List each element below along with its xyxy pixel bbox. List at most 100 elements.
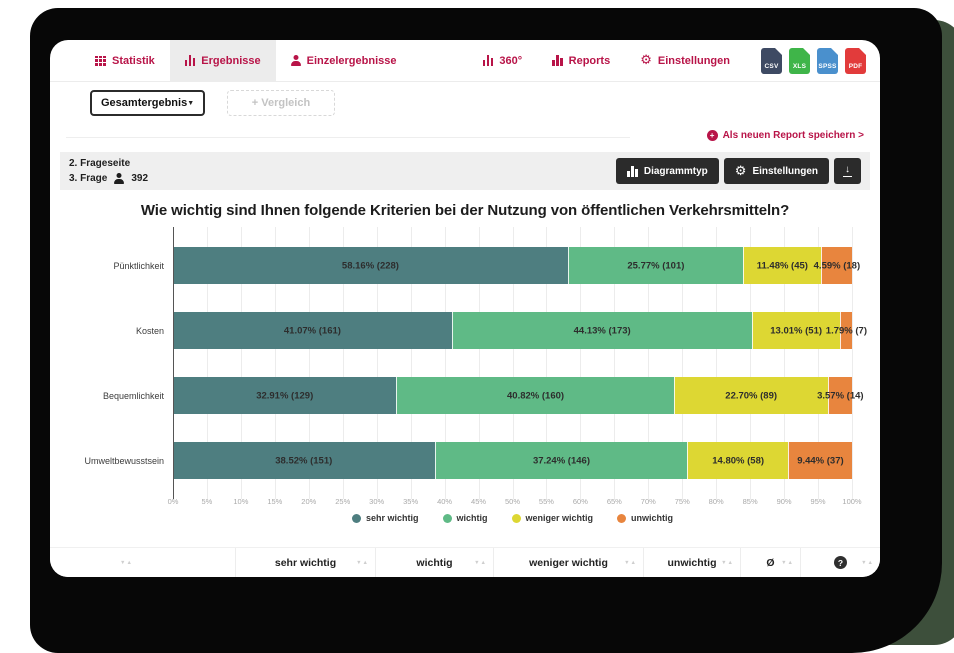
grid-line [478, 227, 480, 499]
x-tick-label: 0% [167, 497, 179, 506]
category-label: Kosten [135, 325, 164, 336]
bar-segment-sehr-wichtig: 38.52% (151) [173, 442, 435, 479]
bar-chart-icon [627, 165, 638, 177]
segment-value-label: 58.16% (228) [341, 260, 399, 271]
file-type-label: PDF [848, 62, 863, 70]
tab-label: Ergebnisse [201, 54, 261, 67]
compare-button[interactable]: + Vergleich [227, 90, 335, 116]
x-tick-label: 10% [233, 497, 249, 506]
results-table-header: ▼▲ sehr wichtig ▼▲ wichtig ▼▲ weniger wichtig… [50, 547, 880, 577]
save-report-link[interactable]: + Als neuen Report speichern > [706, 130, 864, 141]
export-xls-icon[interactable]: XLS [789, 47, 810, 74]
nav-tabs: Statistik Ergebnisse Einzelergebnisse [80, 40, 411, 81]
tab-statistik[interactable]: Statistik [80, 40, 170, 81]
question-info: 2. Frageseite 3. Frage 392 [69, 156, 148, 186]
sort-arrows-icon[interactable]: ▼▲ [120, 559, 133, 566]
bar-segment-wichtig: 25.77% (101) [567, 247, 743, 284]
category-label: Umweltbewusstsein [84, 455, 164, 466]
x-tick-label: 35% [403, 497, 419, 506]
x-tick-label: 90% [776, 497, 792, 506]
tab-einzelergebnisse[interactable]: Einzelergebnisse [276, 40, 412, 81]
nav-right-items: 360° Reports ⚙ Einstellungen [468, 54, 745, 67]
segment-value-label: 44.13% (173) [573, 325, 631, 336]
bar-segment-sehr-wichtig: 32.91% (129) [173, 377, 397, 414]
chart-config-buttons: Diagrammtyp ⚙ Einstellungen [616, 158, 829, 184]
chart-x-axis: 0% 5% 10% 15% 20% 25% 30% 35% 40% 45% 50% 55% 60% 65%… [168, 493, 862, 509]
legend-dot-icon [511, 513, 521, 523]
sort-arrows-icon[interactable]: ▼▲ [781, 559, 794, 566]
button-label: Diagrammtyp [643, 165, 708, 177]
x-tick-label: 45% [471, 497, 487, 506]
legend-label: unwichtig [631, 513, 674, 523]
column-label: wichtig [416, 556, 453, 569]
grid-line [614, 227, 616, 499]
bar-segment-unwichtig: 9.44% (37) [787, 442, 852, 479]
x-tick-label: 85% [742, 497, 758, 506]
grid-line [274, 227, 276, 499]
sort-arrows-icon[interactable]: ▼▲ [356, 559, 369, 566]
save-report-label: Als neuen Report speichern > [722, 130, 864, 141]
segment-value-label: 22.70% (89) [725, 390, 778, 401]
column-label: weniger wichtig [529, 556, 608, 569]
grid-line [206, 227, 208, 499]
nav-right: 360° Reports ⚙ Einstellungen CSV XLS SPSS PDF [468, 40, 880, 81]
sort-arrows-icon[interactable]: ▼▲ [624, 559, 637, 566]
respondent-count: 392 [131, 173, 149, 184]
stacked-bar-chart: Pünktlichkeit 58.16% (228) 25.77% (101) 11.… [84, 227, 867, 523]
chevron-down-icon: ▼ [187, 99, 195, 107]
grid-line [512, 227, 514, 499]
x-tick-label: 50% [504, 497, 521, 506]
category-label: Pünktlichkeit [113, 260, 164, 271]
button-label: Einstellungen [752, 165, 818, 177]
grid-line [648, 227, 650, 499]
einstellungen-button[interactable]: ⚙ Einstellungen [723, 158, 829, 184]
dataset-dropdown[interactable]: Gesamtergebnis ▼ [90, 90, 205, 116]
bar-segment-unwichtig: 3.57% (14) [817, 377, 864, 414]
column-label: unwichtig [667, 556, 717, 569]
file-type-label: SPSS [818, 62, 837, 70]
sort-arrows-icon[interactable]: ▼▲ [721, 559, 734, 566]
x-tick-label: 60% [572, 497, 588, 506]
legend-label: sehr wichtig [365, 513, 419, 523]
question-label: 3. Frage [69, 173, 108, 184]
diagrammtyp-button[interactable]: Diagrammtyp [616, 158, 719, 184]
grid-line [376, 227, 378, 499]
bar-stack: 32.91% (129) 40.82% (160) 22.70% (89) 3.57%… [173, 377, 864, 414]
sort-arrows-icon[interactable]: ▼▲ [474, 559, 487, 566]
nav-item-360[interactable]: 360° [468, 55, 537, 67]
grid-line [308, 227, 310, 499]
person-icon [291, 55, 301, 66]
bar-segment-weniger-wichtig: 14.80% (58) [687, 442, 788, 479]
bar-segment-weniger-wichtig: 13.01% (51) [751, 312, 840, 349]
export-pdf-icon[interactable]: PDF [845, 47, 866, 74]
add-report-icon: + [706, 130, 718, 141]
chart-row-bequemlichkeit: Bequemlichkeit 32.91% (129) 40.82% (160) 22… [103, 363, 864, 428]
nav-item-einstellungen[interactable]: ⚙ Einstellungen [625, 54, 745, 67]
segment-value-label: 4.59% (18) [813, 260, 861, 271]
bar-segment-sehr-wichtig: 41.07% (161) [173, 312, 452, 349]
x-tick-label: 65% [606, 497, 622, 506]
chart-row-umweltbewusstsein: Umweltbewusstsein 38.52% (151) 37.24% (146… [84, 428, 852, 493]
bar-chart-icon [552, 55, 563, 66]
segment-value-label: 32.91% (129) [256, 390, 314, 401]
nav-item-reports[interactable]: Reports [537, 55, 625, 67]
table-grid-icon [95, 55, 106, 66]
table-header-row-label: ▼▲ [50, 548, 235, 577]
export-csv-icon[interactable]: CSV [761, 47, 782, 74]
sort-arrows-icon[interactable]: ▼▲ [861, 559, 874, 566]
export-spss-icon[interactable]: SPSS [817, 47, 838, 74]
table-header-unwichtig: unwichtig ▼▲ [643, 548, 740, 577]
bar-segment-wichtig: 37.24% (146) [434, 442, 688, 479]
legend-dot-icon [351, 513, 361, 523]
bar-segment-unwichtig: 1.79% (7) [826, 312, 867, 349]
help-icon[interactable]: ? [834, 556, 847, 569]
download-chart-button[interactable]: ↓ [834, 158, 861, 184]
question-header-buttons: Diagrammtyp ⚙ Einstellungen ↓ [616, 158, 861, 184]
nav-item-label: Reports [568, 54, 611, 67]
table-header-wichtig: wichtig ▼▲ [375, 548, 493, 577]
grid-line [784, 227, 786, 499]
tab-ergebnisse[interactable]: Ergebnisse [169, 40, 276, 81]
legend-item-unwichtig: unwichtig [617, 513, 673, 523]
grid-line [342, 227, 344, 499]
grid-line [750, 227, 752, 499]
